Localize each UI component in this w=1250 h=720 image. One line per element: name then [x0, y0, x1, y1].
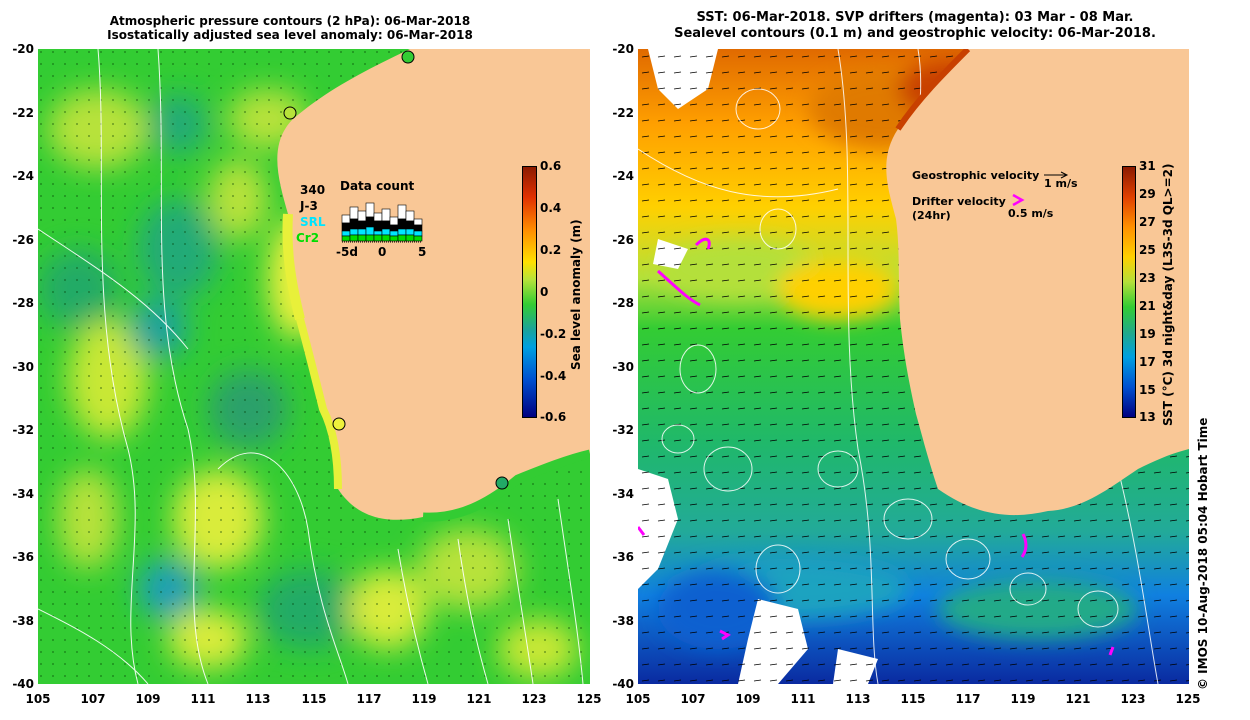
y-tick: -28 [612, 296, 634, 310]
x-tick: 119 [411, 692, 437, 706]
colorbar-tick: 21 [1139, 299, 1156, 313]
y-tick: -40 [12, 677, 34, 691]
x-tick: 115 [301, 692, 327, 706]
sea-level-colorbar-label: Sea level anomaly (m) [569, 219, 583, 370]
colorbar-tick: -0.6 [540, 410, 567, 424]
sat-label-j3: J-3 [300, 199, 318, 213]
x-tick: 125 [576, 692, 602, 706]
data-count-tick: -5d [336, 245, 358, 259]
colorbar-tick: 15 [1139, 383, 1156, 397]
x-tick: 113 [845, 692, 871, 706]
sat-label-srl: SRL [300, 215, 326, 229]
data-count-inset: Data count 340 J-3 SRL Cr2 -5d 0 5 [296, 177, 436, 267]
colorbar-tick: 23 [1139, 271, 1156, 285]
tide-gauge-marker [332, 417, 346, 431]
x-tick: 123 [1120, 692, 1146, 706]
x-tick: 105 [25, 692, 51, 706]
colorbar-tick: 19 [1139, 327, 1156, 341]
x-tick: 125 [1175, 692, 1201, 706]
drifter-scale-label: 0.5 m/s [1008, 207, 1054, 220]
y-tick: -36 [12, 550, 34, 564]
x-tick: 117 [955, 692, 981, 706]
x-tick: 121 [466, 692, 492, 706]
drifter-velocity-label: Drifter velocity [912, 195, 1006, 208]
right-title-line2: Sealevel contours (0.1 m) and geostrophi… [674, 26, 1156, 41]
colorbar-tick: 29 [1139, 187, 1156, 201]
tide-gauge-marker [283, 106, 297, 120]
sea-level-anomaly-map: Data count 340 J-3 SRL Cr2 -5d 0 5 [38, 49, 590, 684]
sat-label-cr2: Cr2 [296, 231, 320, 245]
data-count-histogram [341, 202, 423, 243]
sea-level-colorbar [522, 166, 537, 418]
x-tick: 121 [1065, 692, 1091, 706]
sst-map: Geostrophic velocity 1 m/s Drifter veloc… [638, 49, 1189, 684]
drifter-track [1108, 646, 1115, 656]
y-tick: -24 [12, 169, 34, 183]
y-tick: -20 [612, 42, 634, 56]
colorbar-tick: 27 [1139, 215, 1156, 229]
drifter-scale-arrow-icon [1012, 193, 1025, 207]
y-tick: -34 [12, 487, 34, 501]
left-title-line2: Isostatically adjusted sea level anomaly… [107, 28, 473, 42]
x-tick: 117 [356, 692, 382, 706]
data-count-tick: 5 [418, 245, 427, 259]
drifter-track [638, 526, 646, 536]
colorbar-tick: 17 [1139, 355, 1156, 369]
y-tick: -32 [612, 423, 634, 437]
y-tick: -30 [612, 360, 634, 374]
sst-colorbar-label: SST (°C) 3d night&day (L3S-3d QL>=2) [1161, 163, 1175, 427]
imos-credit: © IMOS 10-Aug-2018 05:04 Hobart Time [1196, 417, 1210, 690]
drifter-track [694, 237, 711, 250]
tide-gauge-marker [495, 476, 509, 490]
y-tick: -38 [12, 614, 34, 628]
x-tick: 111 [790, 692, 816, 706]
sat-label-340: 340 [300, 183, 326, 197]
x-tick: 119 [1010, 692, 1036, 706]
drifter-track [656, 269, 701, 307]
x-tick: 105 [625, 692, 651, 706]
x-tick: 109 [735, 692, 761, 706]
colorbar-tick: 13 [1139, 410, 1156, 424]
colorbar-tick: 0.6 [540, 159, 562, 173]
x-tick: 111 [190, 692, 216, 706]
y-tick: -34 [612, 487, 634, 501]
drifter-period-label: (24hr) [912, 209, 951, 222]
y-tick: -22 [612, 106, 634, 120]
y-tick: -28 [12, 296, 34, 310]
geostrophic-velocity-label: Geostrophic velocity [912, 169, 1040, 182]
x-tick: 113 [245, 692, 271, 706]
left-title-line1: Atmospheric pressure contours (2 hPa): 0… [109, 14, 471, 28]
colorbar-tick: -0.4 [540, 369, 567, 383]
colorbar-tick: 31 [1139, 159, 1156, 173]
data-count-tick: 0 [378, 245, 387, 259]
y-tick: -24 [612, 169, 634, 183]
tide-gauge-marker [401, 50, 415, 64]
x-tick: 109 [135, 692, 161, 706]
x-tick: 115 [900, 692, 926, 706]
y-tick: -40 [612, 677, 634, 691]
y-tick: -36 [612, 550, 634, 564]
colorbar-tick: -0.2 [540, 327, 567, 341]
y-tick: -22 [12, 106, 34, 120]
x-tick: 107 [680, 692, 706, 706]
right-title-line1: SST: 06-Mar-2018. SVP drifters (magenta)… [696, 10, 1134, 25]
x-tick: 123 [521, 692, 547, 706]
data-count-title: Data count [340, 179, 415, 193]
sst-colorbar [1122, 166, 1136, 418]
colorbar-tick: 0.4 [540, 201, 562, 215]
x-tick: 107 [80, 692, 106, 706]
y-tick: -26 [12, 233, 34, 247]
y-tick: -20 [12, 42, 34, 56]
y-tick: -38 [612, 614, 634, 628]
colorbar-tick: 0 [540, 285, 549, 299]
drifter-track [1020, 533, 1028, 558]
y-tick: -26 [612, 233, 634, 247]
y-tick: -30 [12, 360, 34, 374]
geostrophic-scale-arrow-icon [1044, 171, 1069, 179]
geostrophic-scale-label: 1 m/s [1044, 177, 1078, 190]
drifter-track [719, 629, 731, 641]
colorbar-tick: 0.2 [540, 243, 562, 257]
colorbar-tick: 25 [1139, 243, 1156, 257]
y-tick: -32 [12, 423, 34, 437]
